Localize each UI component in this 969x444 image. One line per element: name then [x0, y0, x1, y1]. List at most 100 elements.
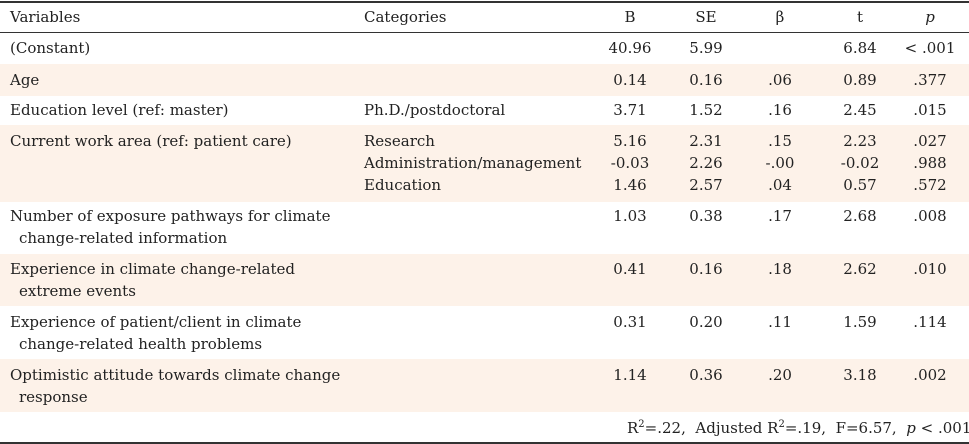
- se-cell: 0.20: [689, 313, 723, 331]
- header-se: SE: [695, 8, 717, 26]
- se-cell: 5.99: [689, 39, 723, 57]
- b-cell: 5.16 -0.03 1.46: [595, 130, 665, 196]
- sub-beta: -.00: [765, 154, 795, 172]
- b-cell: 0.14: [613, 71, 647, 89]
- t-cell: 6.84: [843, 39, 877, 57]
- sub-se: 2.26: [689, 154, 723, 172]
- header-beta: β: [775, 8, 785, 26]
- p-cell: .114: [913, 313, 947, 331]
- se-cell: 1.52: [689, 101, 723, 119]
- header-categories: Categories: [364, 8, 447, 26]
- se-cell: 0.36: [689, 366, 723, 384]
- t-cell: 1.59: [843, 313, 877, 331]
- table-bottom-rule: [0, 442, 969, 444]
- sub-se: 2.57: [689, 176, 723, 194]
- sub-b: 1.46: [613, 176, 647, 194]
- variable-line-1: Experience of patient/client in climate: [10, 313, 302, 331]
- sub-p: .027: [913, 132, 947, 150]
- se-cell: 0.16: [689, 71, 723, 89]
- t-cell: 2.23 -0.02 0.57: [825, 130, 895, 196]
- t-cell: 2.62: [843, 260, 877, 278]
- variable-cell: Age: [10, 71, 40, 89]
- f-statistic: F=6.57,: [835, 419, 897, 437]
- b-cell: 1.14: [613, 366, 647, 384]
- p-cell: .008: [913, 207, 947, 225]
- model-fit-footnote: R2=.22, Adjusted R2=.19, F=6.57, p < .00…: [627, 417, 969, 439]
- beta-cell: .20: [768, 366, 792, 384]
- se-cell: 0.38: [689, 207, 723, 225]
- header-b: B: [624, 8, 636, 26]
- beta-cell: .06: [768, 71, 792, 89]
- sub-se: 2.31: [689, 132, 723, 150]
- table-row: (Constant) 40.96 5.99 6.84 < .001: [0, 34, 969, 64]
- sub-t: -0.02: [840, 154, 880, 172]
- beta-cell: .11: [768, 313, 792, 331]
- adjusted-r2-label: Adjusted R: [695, 419, 779, 437]
- p-cell: .027 .988 .572: [895, 130, 965, 196]
- p-cell: < .001: [904, 39, 956, 57]
- r2-label: R: [627, 419, 639, 437]
- sub-p: .572: [913, 176, 947, 194]
- table-header-row: Variables Categories B SE β t p: [0, 6, 969, 30]
- table-row: Experience in climate change-related ext…: [0, 254, 969, 306]
- sub-t: 0.57: [843, 176, 877, 194]
- sub-t: 2.23: [843, 132, 877, 150]
- adjusted-r2-superscript: 2: [778, 419, 785, 430]
- sub-p: .988: [913, 154, 947, 172]
- variable-line-1: Experience in climate change-related: [10, 260, 296, 278]
- table-top-rule: [0, 1, 969, 3]
- t-cell: 2.45: [843, 101, 877, 119]
- b-cell: 3.71: [613, 101, 647, 119]
- r2-superscript: 2: [638, 419, 645, 430]
- table-row: Education level (ref: master) Ph.D./post…: [0, 96, 969, 125]
- beta-cell: .16: [768, 101, 792, 119]
- variable-cell: Optimistic attitude towards climate chan…: [10, 364, 340, 408]
- variable-line-1: Number of exposure pathways for climate: [10, 207, 331, 225]
- table-row: Optimistic attitude towards climate chan…: [0, 359, 969, 412]
- beta-cell: .18: [768, 260, 792, 278]
- beta-cell: .17: [768, 207, 792, 225]
- sub-category: Administration/management: [364, 154, 582, 172]
- variable-cell: Experience in climate change-related ext…: [10, 258, 295, 302]
- r2-value: =.22,: [644, 419, 686, 437]
- p-cell: .377: [913, 71, 947, 89]
- header-t: t: [856, 8, 864, 26]
- adjusted-r2-value: =.19,: [784, 419, 827, 437]
- b-cell: 0.31: [613, 313, 647, 331]
- variable-cell: Current work area (ref: patient care): [10, 132, 292, 150]
- variable-line-2: change-related information: [19, 229, 228, 247]
- se-cell: 2.31 2.26 2.57: [671, 130, 741, 196]
- sub-beta: .04: [768, 176, 792, 194]
- se-cell: 0.16: [689, 260, 723, 278]
- sub-category: Education: [364, 176, 442, 194]
- header-variables: Variables: [10, 8, 81, 26]
- t-cell: 3.18: [843, 366, 877, 384]
- table-row: Age 0.14 0.16 .06 0.89 .377: [0, 64, 969, 96]
- variable-cell: Experience of patient/client in climate …: [10, 311, 301, 355]
- category-cell: Ph.D./postdoctoral: [364, 101, 506, 119]
- p-label: p: [906, 419, 916, 437]
- category-cell: Research Administration/management Educa…: [364, 130, 581, 196]
- variable-line-2: extreme events: [19, 282, 136, 300]
- p-cell: .010: [913, 260, 947, 278]
- p-cell: .002: [913, 366, 947, 384]
- table-row: Experience of patient/client in climate …: [0, 306, 969, 359]
- b-cell: 40.96: [608, 39, 652, 57]
- t-cell: 2.68: [843, 207, 877, 225]
- sub-category: Research: [364, 132, 435, 150]
- header-rule: [0, 32, 969, 33]
- p-value: < .001: [920, 419, 969, 437]
- variable-cell: Education level (ref: master): [10, 101, 229, 119]
- variable-cell: (Constant): [10, 39, 91, 57]
- sub-b: 5.16: [613, 132, 647, 150]
- p-cell: .015: [913, 101, 947, 119]
- header-p: p: [925, 8, 935, 26]
- t-cell: 0.89: [843, 71, 877, 89]
- sub-b: -0.03: [610, 154, 650, 172]
- b-cell: 1.03: [613, 207, 647, 225]
- table-row: Current work area (ref: patient care) Re…: [0, 125, 969, 202]
- sub-beta: .15: [768, 132, 792, 150]
- beta-cell: .15 -.00 .04: [745, 130, 815, 196]
- b-cell: 0.41: [613, 260, 647, 278]
- table-row: Number of exposure pathways for climate …: [0, 202, 969, 254]
